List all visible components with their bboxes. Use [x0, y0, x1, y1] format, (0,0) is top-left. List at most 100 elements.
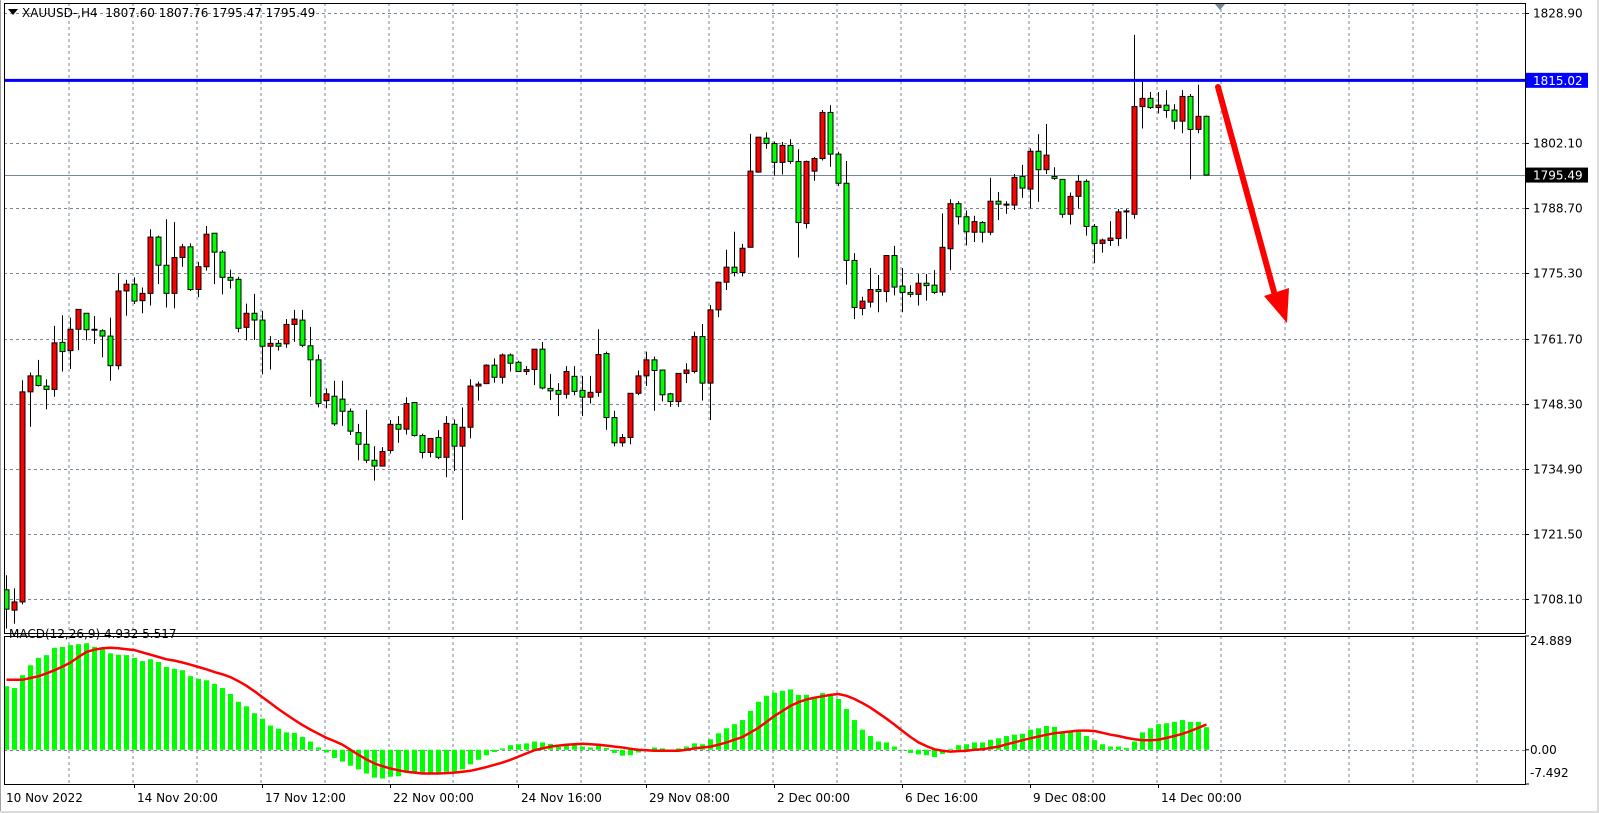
candle-bearish [43, 385, 50, 390]
macd-pane-border [4, 636, 1526, 785]
macd-histogram-bar [580, 746, 585, 750]
y-tick-label: 1721.50 [1533, 528, 1583, 542]
candle-bearish [795, 160, 802, 224]
macd-histogram-bar [1060, 732, 1065, 750]
candle-bullish [531, 348, 538, 371]
candle-bullish [715, 281, 722, 311]
candle-bearish [83, 312, 90, 331]
candle-bearish [419, 435, 426, 453]
candle-bullish [267, 342, 274, 347]
candle-bearish [891, 255, 898, 288]
macd-histogram-bar [1156, 724, 1161, 750]
candle-bearish [1059, 178, 1066, 215]
candle-bullish [859, 300, 866, 309]
candle-bearish [835, 153, 842, 184]
candle-bearish [163, 264, 170, 294]
macd-histogram-bar [916, 749, 921, 755]
macd-histogram-bar [108, 653, 113, 750]
macd-histogram-bar [708, 739, 713, 750]
macd-histogram-bar [60, 646, 65, 750]
macd-histogram-bar [356, 749, 361, 770]
candle-bullish [1027, 150, 1034, 190]
macd-histogram-bar [204, 680, 209, 750]
candle-bullish [643, 359, 650, 377]
macd-histogram-bar [156, 662, 161, 750]
candle-bullish [1043, 154, 1050, 171]
candle-bearish [659, 369, 666, 396]
candle-bullish [1139, 97, 1146, 108]
candle-bearish [979, 222, 986, 233]
candle-bullish [19, 391, 26, 603]
macd-histogram-bar [1052, 726, 1057, 750]
candle-bullish [51, 342, 58, 390]
arrow-head[interactable] [1264, 288, 1289, 323]
candle-bullish [627, 392, 634, 438]
candle-bullish [811, 158, 818, 172]
symbol-timeframe: XAUUSD-,H4 [22, 6, 98, 20]
candle-bearish [827, 111, 834, 155]
macd-histogram-bar [316, 747, 321, 750]
macd-histogram-bar [124, 655, 129, 750]
macd-histogram-bar [164, 667, 169, 750]
macd-histogram-bar [1100, 744, 1105, 750]
candle-bullish [755, 136, 762, 173]
macd-histogram-bar [556, 747, 561, 750]
macd-histogram-bar [692, 743, 697, 750]
candle-bullish [27, 375, 34, 393]
candle-bearish [1035, 150, 1042, 171]
chart-shift-marker-icon[interactable] [1214, 3, 1226, 10]
candle-bullish [171, 256, 178, 294]
candle-bullish [139, 292, 146, 302]
macd-histogram-bar [524, 743, 529, 750]
candle-bearish [371, 459, 378, 467]
triangle-down-icon[interactable] [8, 9, 18, 15]
candle-bearish [91, 328, 98, 331]
macd-histogram-bar [1116, 746, 1121, 750]
candle-bullish [683, 369, 690, 374]
candle-bullish [691, 336, 698, 372]
candle-bullish [819, 111, 826, 160]
candle-bullish [779, 144, 786, 163]
y-tick-label: 1708.10 [1533, 593, 1583, 607]
x-tick-label: 6 Dec 16:00 [905, 791, 978, 805]
macd-histogram-bar [76, 644, 81, 750]
candle-bullish [947, 203, 954, 250]
macd-histogram-bar [660, 748, 665, 750]
macd-histogram-bar [1188, 721, 1193, 750]
candle-bearish [651, 359, 658, 372]
macd-histogram-bar [516, 744, 521, 750]
arrow-shaft[interactable] [1215, 84, 1277, 295]
macd-histogram-bar [308, 741, 313, 750]
macd-histogram-bar [292, 732, 297, 750]
y-tick-label: 1748.30 [1533, 398, 1583, 412]
candle-bearish [923, 282, 930, 287]
macd-histogram-bar [188, 676, 193, 750]
macd-histogram-bar [1092, 740, 1097, 750]
candle-bullish [243, 312, 250, 328]
macd-histogram-bar [68, 645, 73, 750]
candle-bearish [355, 432, 362, 445]
macd-histogram-bar [508, 745, 513, 750]
macd-histogram-bar [12, 688, 17, 750]
candle-bearish [259, 319, 266, 347]
candle-bearish [787, 144, 794, 162]
candle-bullish [323, 393, 330, 402]
macd-histogram-bar [540, 742, 545, 750]
macd-histogram-bar [828, 694, 833, 750]
macd-histogram-bar [1124, 747, 1129, 750]
macd-histogram-bar [20, 675, 25, 750]
candle-bearish [107, 335, 114, 367]
candle-bullish [1115, 211, 1122, 240]
candle-bearish [187, 246, 194, 291]
macd-histogram-bar [140, 661, 145, 750]
macd-histogram-bar [988, 739, 993, 750]
macd-histogram-bar [564, 745, 569, 750]
candle-bearish [411, 402, 418, 437]
candle-bearish [1091, 225, 1098, 244]
candle-bearish [59, 341, 66, 353]
macd-histogram-bar [852, 720, 857, 750]
candle-bearish [307, 345, 314, 361]
y-tick-label: 1775.30 [1533, 267, 1583, 281]
